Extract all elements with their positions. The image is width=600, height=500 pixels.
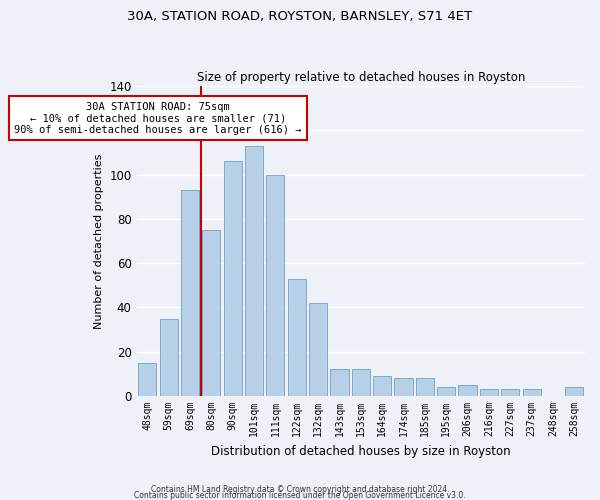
Bar bbox=[224, 162, 242, 396]
Bar bbox=[458, 385, 476, 396]
Bar bbox=[181, 190, 199, 396]
Bar bbox=[523, 390, 541, 396]
Y-axis label: Number of detached properties: Number of detached properties bbox=[94, 154, 104, 328]
Bar bbox=[501, 390, 520, 396]
Text: 30A, STATION ROAD, ROYSTON, BARNSLEY, S71 4ET: 30A, STATION ROAD, ROYSTON, BARNSLEY, S7… bbox=[127, 10, 473, 23]
Bar bbox=[352, 370, 370, 396]
Bar bbox=[287, 278, 306, 396]
Bar bbox=[202, 230, 220, 396]
Bar bbox=[416, 378, 434, 396]
Text: 30A STATION ROAD: 75sqm
← 10% of detached houses are smaller (71)
90% of semi-de: 30A STATION ROAD: 75sqm ← 10% of detache… bbox=[14, 102, 302, 135]
Bar bbox=[138, 363, 157, 396]
Bar bbox=[565, 387, 583, 396]
Bar bbox=[245, 146, 263, 396]
Bar bbox=[331, 370, 349, 396]
Bar bbox=[480, 390, 498, 396]
Bar bbox=[160, 318, 178, 396]
Bar bbox=[266, 174, 284, 396]
Bar bbox=[309, 303, 327, 396]
Bar bbox=[437, 387, 455, 396]
Bar bbox=[394, 378, 413, 396]
Title: Size of property relative to detached houses in Royston: Size of property relative to detached ho… bbox=[197, 70, 525, 84]
Bar bbox=[373, 376, 391, 396]
Text: Contains public sector information licensed under the Open Government Licence v3: Contains public sector information licen… bbox=[134, 490, 466, 500]
Text: Contains HM Land Registry data © Crown copyright and database right 2024.: Contains HM Land Registry data © Crown c… bbox=[151, 484, 449, 494]
X-axis label: Distribution of detached houses by size in Royston: Distribution of detached houses by size … bbox=[211, 444, 511, 458]
